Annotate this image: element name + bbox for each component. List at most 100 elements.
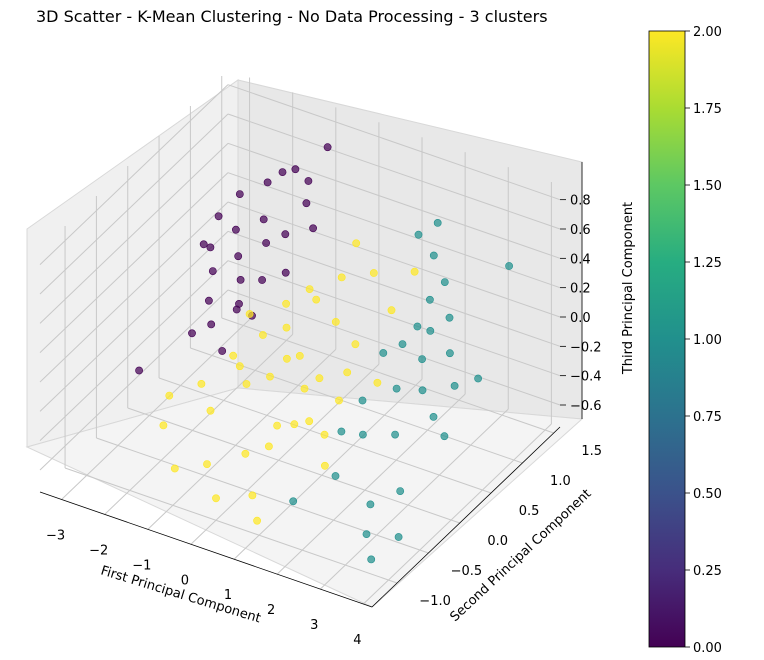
scatter-point: [305, 417, 314, 426]
scatter-point: [258, 276, 266, 284]
scatter-point: [450, 381, 459, 390]
scatter-point: [212, 494, 220, 503]
z-tick-label: 0.0: [570, 311, 591, 326]
scatter-point: [300, 384, 309, 393]
z-tick-labels: −0.6 −0.4 −0.2 0.0 0.2 0.4 0.6 0.8: [560, 194, 602, 414]
colorbar-tick-labels: 0.00 0.25 0.50 0.75 1.00 1.25 1.50 1.75 2.00: [685, 25, 722, 656]
grid-line: [39, 289, 229, 471]
scatter-point: [413, 322, 422, 331]
grid-line: [39, 260, 229, 442]
grid-line: [227, 201, 561, 318]
scatter-point: [235, 190, 244, 198]
scatter-point: [445, 349, 454, 358]
y-tick-label: −1.0: [419, 594, 451, 609]
colorbar-tick-label: 1.50: [693, 179, 722, 194]
scatter-point: [396, 487, 405, 495]
scatter-point: [282, 354, 291, 363]
scatter-point: [410, 267, 419, 276]
grid-line: [227, 84, 561, 201]
scatter-point: [231, 225, 240, 234]
scatter-point: [242, 380, 251, 388]
colorbar-tick-label: 0.75: [693, 410, 722, 425]
grid-line: [227, 289, 561, 406]
z-tick-label: −0.4: [570, 370, 602, 385]
scatter-point: [170, 464, 179, 473]
scatter-point: [248, 491, 257, 500]
scatter-point: [433, 218, 442, 227]
scatter-point: [373, 378, 382, 387]
scatter-point: [440, 432, 449, 441]
scatter-point: [241, 449, 250, 458]
scatter-point: [331, 317, 340, 326]
scatter-points: [135, 143, 513, 564]
colorbar: [648, 30, 686, 648]
grid-line: [190, 363, 380, 545]
grid-line: [104, 334, 294, 515]
scatter-point: [188, 329, 196, 338]
x-tick-labels: −3 −2 −1 0 1 2 3 4: [46, 529, 362, 649]
y-tick-label: 0.5: [519, 504, 540, 519]
scatter-point: [418, 355, 426, 363]
grid-line: [147, 348, 337, 530]
colorbar-tick-label: 0.00: [693, 641, 722, 656]
scatter-point: [235, 362, 244, 371]
scatter-point: [295, 351, 304, 360]
colorbar-tick-label: 2.00: [693, 25, 722, 40]
scatter-point: [135, 366, 143, 375]
x-tick-label: −2: [89, 543, 108, 558]
grid-line: [227, 230, 561, 347]
scatter-point: [474, 374, 482, 383]
scatter-point: [414, 230, 423, 239]
scatter-point: [331, 472, 340, 480]
y-tick-labels: −1.0−0.5 0.0 0.5 1.0 1.5: [419, 444, 602, 609]
scatter-point: [281, 230, 290, 239]
scatter-point: [426, 326, 435, 335]
z-tick-label: −0.2: [570, 340, 602, 355]
grid-line: [233, 378, 423, 560]
scatter-point: [245, 310, 254, 318]
x-tick-label: −1: [132, 558, 151, 573]
grid-line: [39, 142, 229, 324]
grid-line: [227, 142, 561, 259]
scatter-point: [197, 379, 206, 388]
scatter-point: [315, 374, 324, 383]
scatter-point: [337, 427, 346, 436]
scatter-point: [391, 430, 399, 439]
scatter-point: [387, 306, 396, 315]
grid-line: [276, 393, 466, 575]
scatter-point: [379, 349, 388, 357]
scatter-point: [425, 295, 434, 304]
grid-line: [64, 467, 398, 584]
scatter-point: [229, 351, 238, 360]
scatter-point: [302, 199, 311, 208]
scatter-point: [309, 224, 317, 233]
scatter-point: [291, 165, 300, 174]
scatter-point: [335, 396, 343, 405]
scatter-point: [398, 340, 407, 348]
scatter-point: [218, 347, 227, 355]
grid-line: [363, 423, 552, 605]
x-tick-label: 2: [267, 603, 275, 618]
z-tick-label: 0.4: [570, 252, 591, 267]
scatter-point: [253, 516, 261, 525]
scatter-point: [320, 461, 329, 470]
grid-line: [39, 230, 229, 412]
z-axis-label: Third Principal Component: [621, 202, 636, 375]
grid-line: [61, 319, 250, 500]
scatter-point: [369, 269, 378, 277]
scatter-point: [392, 384, 401, 393]
scatter-point: [351, 340, 360, 349]
grid-line: [39, 84, 229, 266]
y-axis-line: [371, 426, 561, 608]
x-tick-label: −3: [46, 529, 65, 544]
scatter-point: [214, 212, 223, 221]
scatter-point: [352, 239, 361, 248]
z-tick-label: −0.6: [570, 399, 602, 414]
scatter-point: [323, 143, 332, 152]
scatter-point: [362, 530, 371, 538]
axes-3d: [25, 76, 584, 608]
scatter-point: [273, 421, 281, 430]
scatter-point: [264, 442, 273, 451]
scatter-point: [290, 420, 299, 429]
